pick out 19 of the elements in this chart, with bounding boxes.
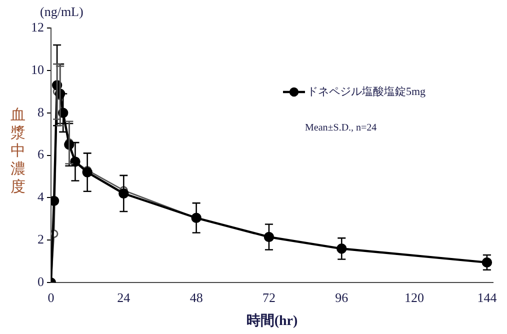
x-tick-label: 72: [262, 290, 276, 305]
x-axis-title: 時間(hr): [246, 313, 298, 330]
x-tick-label: 48: [190, 290, 203, 305]
text: (ng/mL): [40, 4, 84, 19]
x-tick-label: 0: [48, 290, 54, 305]
annotation: Mean±S.D., n=24: [305, 122, 377, 134]
y-tick-label: 0: [38, 274, 44, 290]
y-tick-label: 10: [31, 62, 44, 77]
y-tick-label: 6: [38, 146, 44, 162]
y-tick-label: 8: [38, 104, 44, 120]
legend-label: ドネペジル塩酸塩錠5mg: [307, 86, 426, 98]
x-tick-label: 96: [335, 290, 349, 305]
x-tick-label: 24: [117, 290, 131, 305]
y-tick-label: 12: [31, 19, 44, 34]
x-tick-label: 120: [404, 290, 424, 305]
y-tick-label: 2: [38, 232, 44, 247]
y-axis-title: 血漿中濃度: [10, 106, 26, 196]
x-tick-label: 144: [477, 290, 498, 305]
y-tick-label: 4: [38, 189, 44, 204]
